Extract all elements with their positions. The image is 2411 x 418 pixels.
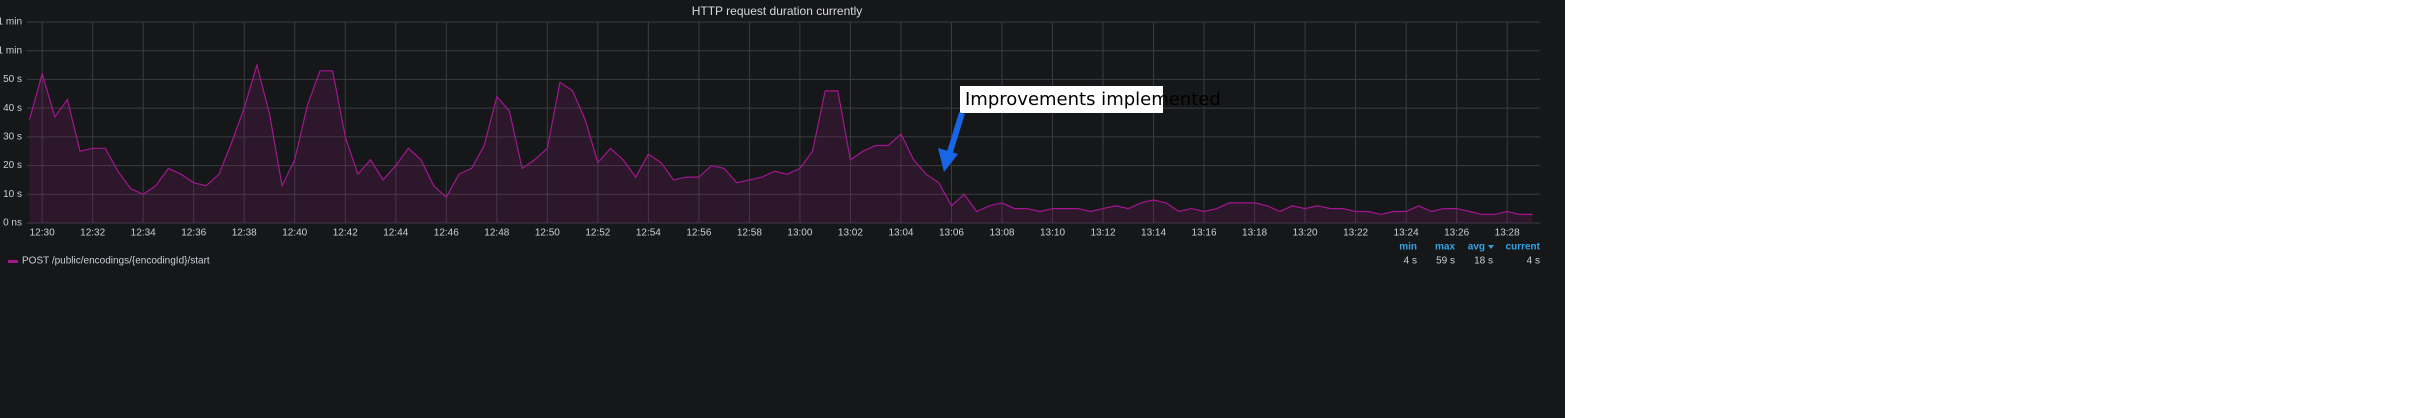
legend-label: POST /public/encodings/{encodingId}/star… — [22, 256, 210, 267]
x-tick-label: 13:06 — [939, 228, 964, 239]
y-tick-label: 40 s — [3, 103, 22, 114]
annotation-box — [960, 86, 1163, 113]
legend-header: max — [1435, 242, 1455, 253]
annotation-arrowhead — [938, 148, 958, 172]
x-tick-label: 12:36 — [181, 228, 206, 239]
legend-header: min — [1399, 242, 1417, 253]
x-tick-label: 13:20 — [1293, 228, 1318, 239]
y-tick-label: 1 min — [0, 45, 22, 56]
y-tick-label: 1 min — [0, 17, 22, 28]
annotation-text: Improvements implemented — [965, 89, 1221, 110]
x-tick-label: 12:30 — [30, 228, 55, 239]
series-area — [29, 65, 1533, 223]
x-tick-label: 12:50 — [535, 228, 560, 239]
y-tick-label: 30 s — [3, 131, 22, 142]
x-tick-label: 12:34 — [131, 228, 156, 239]
legend-stat: 18 s — [1474, 256, 1493, 267]
x-tick-label: 13:28 — [1495, 228, 1520, 239]
annotation: Improvements implemented — [938, 86, 1221, 172]
x-tick-label: 13:22 — [1343, 228, 1368, 239]
y-tick-label: 0 ns — [3, 218, 22, 229]
legend-header: avg — [1468, 242, 1485, 253]
legend-stat: 4 s — [1527, 256, 1540, 267]
x-tick-label: 12:40 — [282, 228, 307, 239]
plot — [28, 62, 1533, 223]
x-tick-label: 13:18 — [1242, 228, 1267, 239]
legend-stat: 4 s — [1404, 256, 1417, 267]
x-tick-label: 13:24 — [1394, 228, 1419, 239]
chart-title: HTTP request duration currently — [692, 4, 863, 18]
x-tick-label: 13:10 — [1040, 228, 1065, 239]
sort-arrow — [1488, 245, 1494, 249]
x-tick-label: 12:32 — [80, 228, 105, 239]
x-tick-label: 13:12 — [1091, 228, 1116, 239]
y-tick-label: 20 s — [3, 160, 22, 171]
legend-swatch — [8, 260, 18, 263]
legend: POST /public/encodings/{encodingId}/star… — [8, 242, 1541, 267]
x-tick-label: 13:16 — [1192, 228, 1217, 239]
x-tick-label: 12:48 — [484, 228, 509, 239]
annotation-arrow — [947, 112, 965, 153]
x-tick-label: 13:02 — [838, 228, 863, 239]
x-tick-label: 12:38 — [232, 228, 257, 239]
x-tick-label: 12:52 — [585, 228, 610, 239]
x-tick-label: 13:04 — [888, 228, 913, 239]
y-tick-label: 10 s — [3, 189, 22, 200]
x-tick-label: 12:42 — [333, 228, 358, 239]
x-tick-label: 12:54 — [636, 228, 661, 239]
x-tick-label: 13:26 — [1444, 228, 1469, 239]
legend-stat: 59 s — [1436, 256, 1455, 267]
grid: 0 ns 10 s 20 s 30 s 40 s 50 s 1 min 1 min 12:30 1… — [0, 17, 1540, 239]
x-tick-label: 12:58 — [737, 228, 762, 239]
y-tick-label: 50 s — [3, 74, 22, 85]
legend-header: current — [1506, 242, 1541, 253]
chart-panel: HTTP request duration currently 0 ns 10 s… — [0, 0, 1565, 418]
x-tick-label: 13:00 — [787, 228, 812, 239]
x-tick-label: 12:56 — [686, 228, 711, 239]
series-line — [28, 62, 1533, 216]
x-tick-label: 13:14 — [1141, 228, 1166, 239]
x-tick-label: 13:08 — [989, 228, 1014, 239]
x-tick-label: 12:46 — [434, 228, 459, 239]
x-tick-label: 12:44 — [383, 228, 408, 239]
